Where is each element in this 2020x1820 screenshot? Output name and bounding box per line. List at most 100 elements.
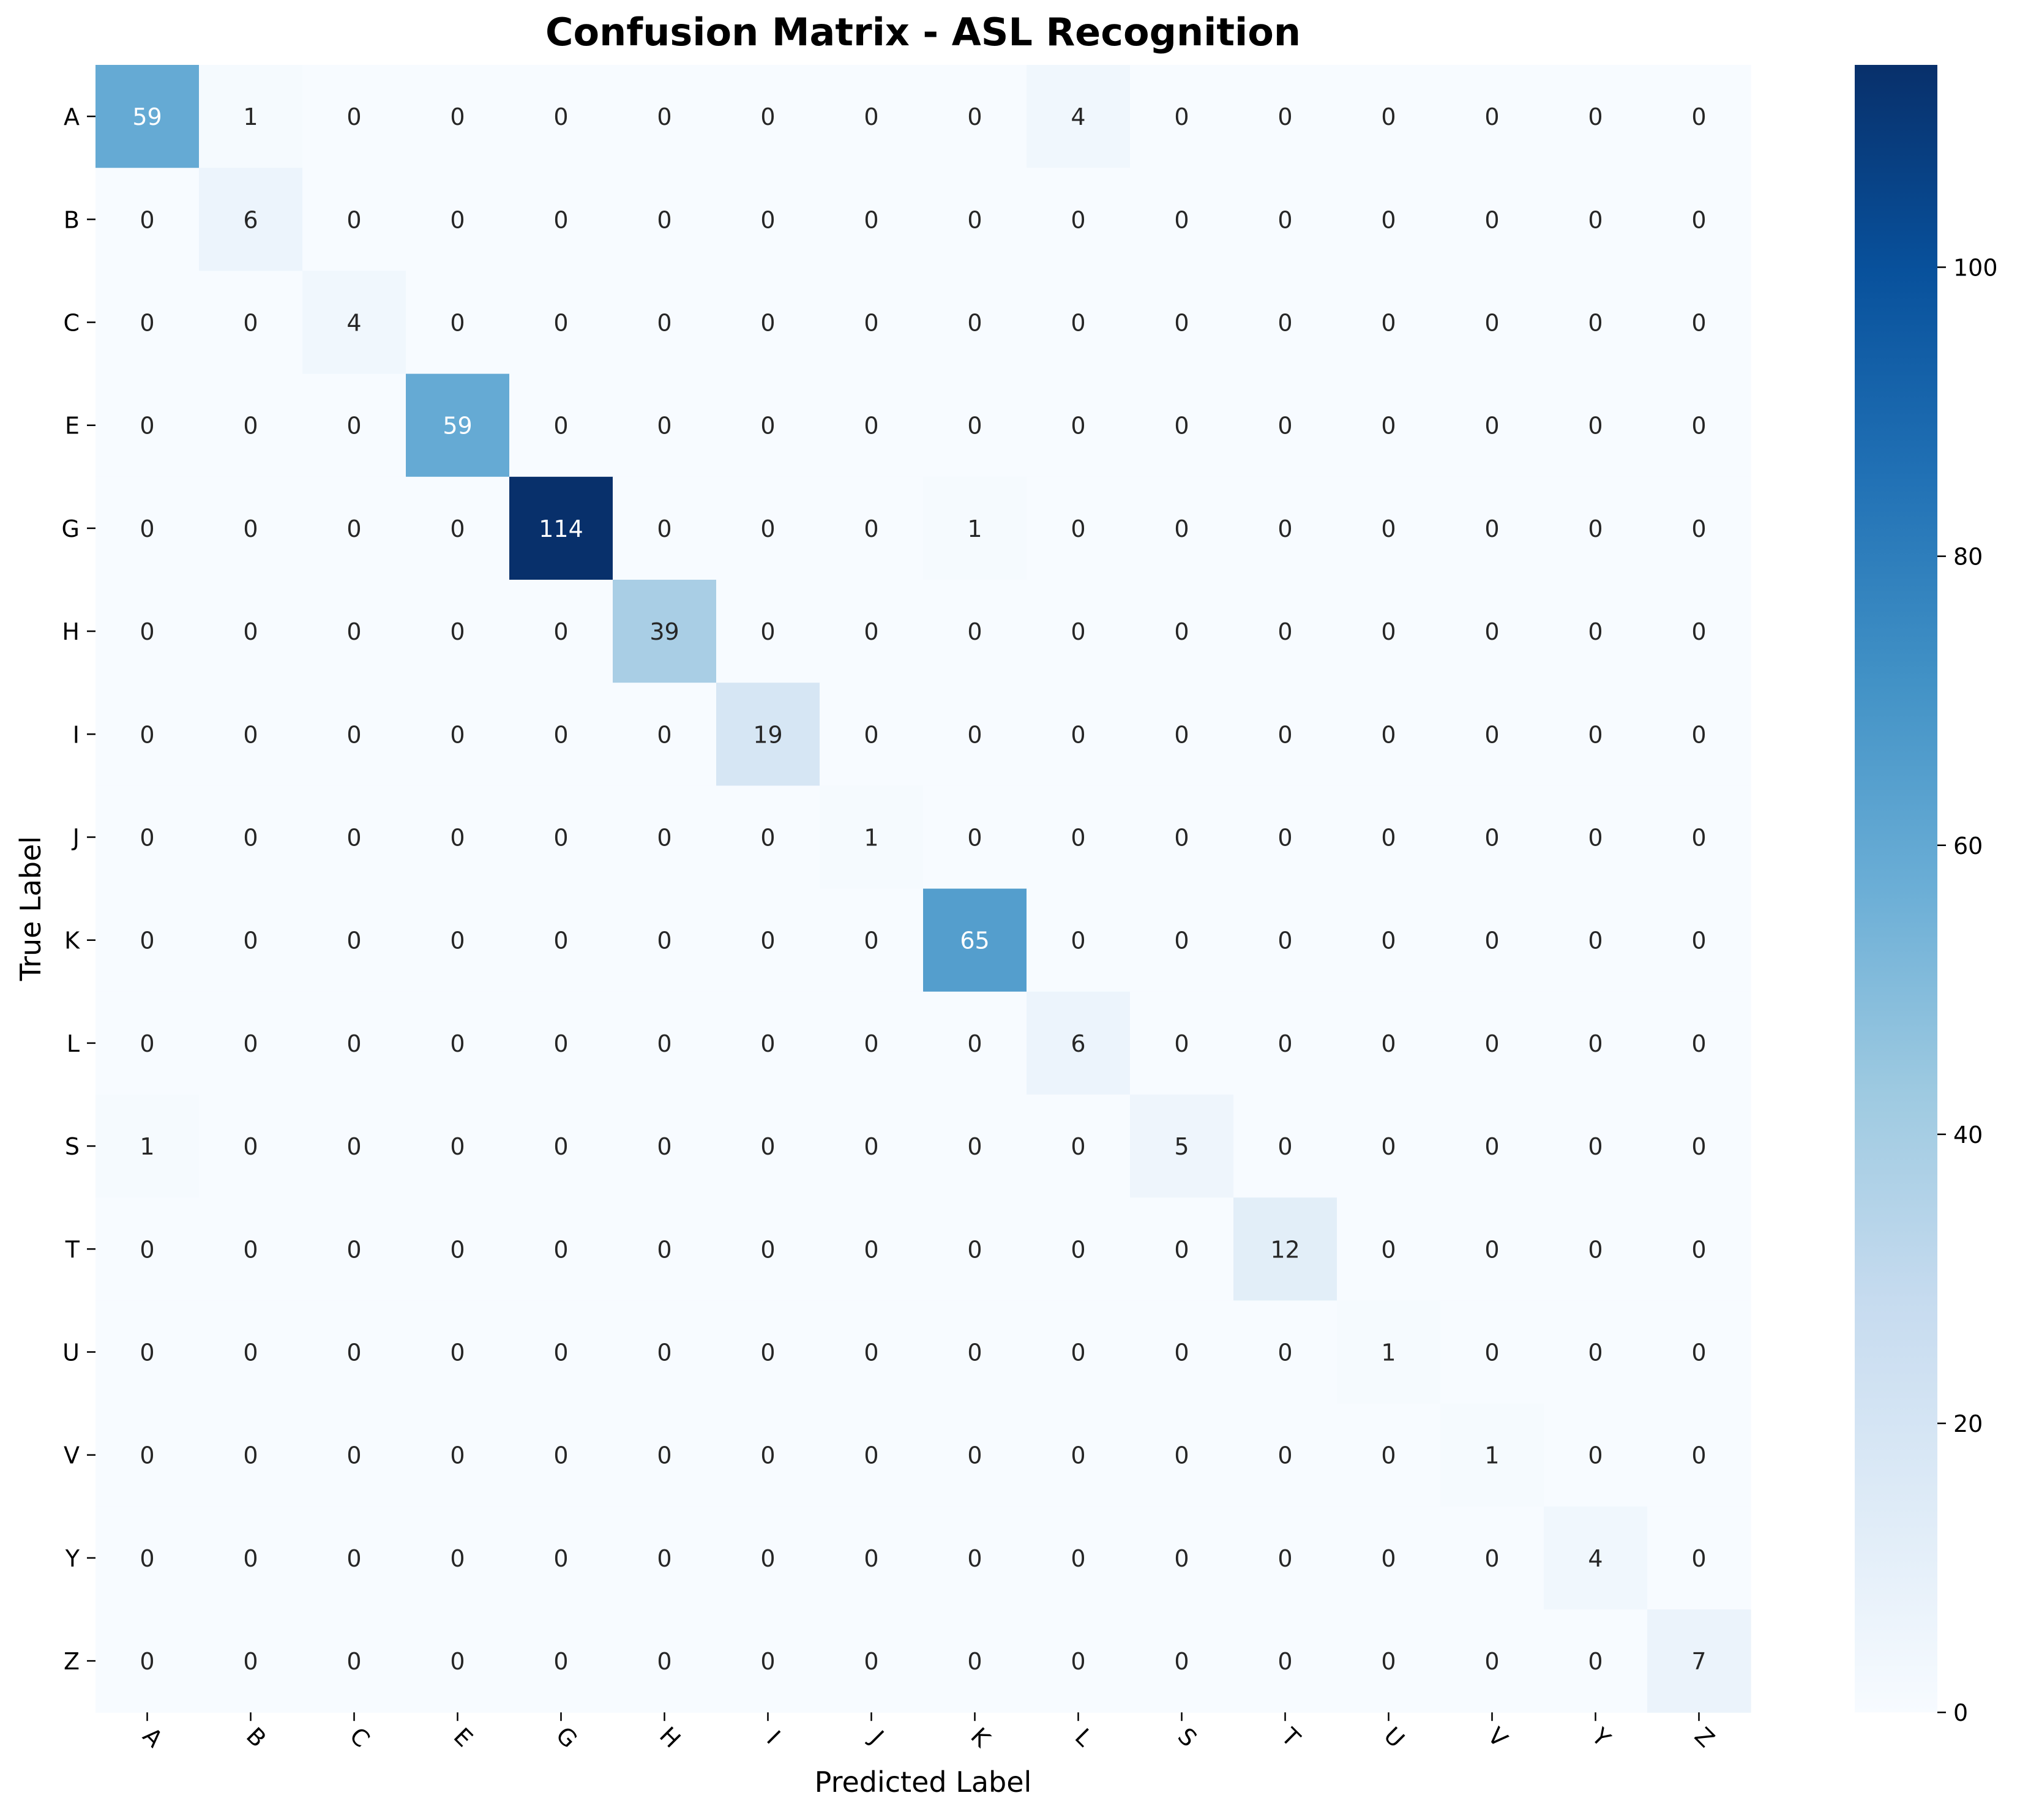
heatmap-cell-V-J (820, 1403, 924, 1507)
heatmap-cell-V-S (1130, 1403, 1234, 1507)
cell-value-L-T: 0 (1277, 1030, 1292, 1057)
cell-value-H-B: 0 (243, 618, 258, 645)
x-tick-label-L: L (1070, 1723, 1098, 1751)
x-tick-label-Y: Y (1586, 1723, 1616, 1753)
cell-value-U-C: 0 (346, 1339, 361, 1366)
heatmap-cell-C-L (1027, 271, 1131, 375)
x-tick-label-Z: Z (1689, 1722, 1720, 1753)
heatmap-cell-G-E (406, 476, 510, 580)
heatmap-cell-J-H (613, 785, 717, 889)
cell-value-L-K: 0 (967, 1030, 982, 1057)
cell-value-U-H: 0 (657, 1339, 671, 1366)
heatmap-cell-A-Z (1647, 65, 1751, 168)
cell-value-V-G: 0 (553, 1442, 568, 1469)
heatmap-cell-V-K (923, 1403, 1027, 1507)
cell-value-I-G: 0 (553, 721, 568, 748)
cell-value-V-A: 0 (140, 1442, 154, 1469)
heatmap-cell-S-V (1440, 1095, 1544, 1198)
cell-value-G-K: 1 (967, 515, 982, 542)
x-tick-label-E: E (449, 1723, 478, 1752)
heatmap-cell-T-V (1440, 1197, 1544, 1301)
y-tick-label-L: L (67, 1030, 80, 1057)
cell-value-G-I: 0 (760, 515, 775, 542)
heatmap-cell-Z-Z (1647, 1609, 1751, 1713)
colorbar-bar (1855, 65, 1937, 1713)
cell-value-U-A: 0 (140, 1339, 154, 1366)
heatmap-cell-T-K (923, 1197, 1027, 1301)
heatmap-cell-E-I (716, 373, 820, 477)
heatmap-cell-Y-J (820, 1506, 924, 1610)
cell-value-J-B: 0 (243, 825, 258, 852)
cell-value-H-V: 0 (1484, 618, 1499, 645)
heatmap-cell-E-B (199, 373, 303, 477)
cell-value-E-B: 0 (243, 413, 258, 440)
heatmap-cell-K-U (1337, 888, 1441, 992)
heatmap-cell-A-J (820, 65, 924, 168)
x-tick-label-K: K (965, 1723, 995, 1753)
heatmap-cell-Y-I (716, 1506, 820, 1610)
heatmap-cell-T-B (199, 1197, 303, 1301)
heatmap-cell-L-K (923, 991, 1027, 1095)
heatmap-cell-I-U (1337, 683, 1441, 786)
heatmap-cell-Y-G (509, 1506, 613, 1610)
cell-value-T-Z: 0 (1691, 1236, 1706, 1263)
heatmap-cell-K-B (199, 888, 303, 992)
cell-value-E-S: 0 (1174, 413, 1189, 440)
cell-value-I-V: 0 (1484, 721, 1499, 748)
heatmap-cell-E-K (923, 373, 1027, 477)
heatmap-cell-Z-B (199, 1609, 303, 1713)
heatmap-cell-K-E (406, 888, 510, 992)
cell-value-B-Y: 0 (1588, 206, 1603, 233)
heatmap-cell-B-B (199, 168, 303, 271)
heatmap-cell-S-A (95, 1095, 200, 1198)
cell-value-C-G: 0 (553, 310, 568, 337)
cell-value-G-T: 0 (1277, 515, 1292, 542)
cell-value-Y-S: 0 (1174, 1545, 1189, 1572)
cell-value-J-E: 0 (450, 825, 465, 852)
cell-value-Y-A: 0 (140, 1545, 154, 1572)
heatmap-cell-Z-K (923, 1609, 1027, 1713)
heatmap-cell-A-S (1130, 65, 1234, 168)
heatmap-cell-U-L (1027, 1300, 1131, 1404)
y-axis-label: True Label (14, 836, 47, 981)
heatmap-cell-I-E (406, 683, 510, 786)
heatmap-cell-A-L (1027, 65, 1131, 168)
heatmap-cell-J-J (820, 785, 924, 889)
cell-value-Z-H: 0 (657, 1648, 671, 1675)
cell-value-L-L: 6 (1071, 1030, 1085, 1057)
cell-value-U-L: 0 (1071, 1339, 1085, 1366)
cell-value-A-I: 0 (760, 103, 775, 130)
cell-value-T-B: 0 (243, 1236, 258, 1263)
cell-value-B-K: 0 (967, 206, 982, 233)
heatmap-cell-S-T (1233, 1095, 1337, 1198)
heatmap-cell-Y-T (1233, 1506, 1337, 1610)
cell-value-Y-T: 0 (1277, 1545, 1292, 1572)
heatmap-cell-U-A (95, 1300, 200, 1404)
cell-value-J-J: 1 (864, 825, 878, 852)
heatmap-cell-S-H (613, 1095, 717, 1198)
heatmap-cell-E-G (509, 373, 613, 477)
cell-value-E-L: 0 (1071, 413, 1085, 440)
cell-value-C-K: 0 (967, 310, 982, 337)
cell-value-I-Y: 0 (1588, 721, 1603, 748)
heatmap-cell-A-C (302, 65, 406, 168)
cell-value-A-Y: 0 (1588, 103, 1603, 130)
heatmap-cell-L-I (716, 991, 820, 1095)
heatmap-cell-S-Z (1647, 1095, 1751, 1198)
heatmap-cell-C-K (923, 271, 1027, 375)
heatmap-cell-H-G (509, 580, 613, 683)
cell-value-K-Z: 0 (1691, 927, 1706, 954)
y-tick-label-B: B (64, 206, 80, 233)
heatmap-cell-T-Z (1647, 1197, 1751, 1301)
heatmap-cell-H-K (923, 580, 1027, 683)
cell-value-E-Z: 0 (1691, 413, 1706, 440)
heatmap-cell-E-C (302, 373, 406, 477)
colorbar-tick-label-100: 100 (1953, 254, 1998, 281)
heatmap-cell-L-C (302, 991, 406, 1095)
heatmap-cell-H-I (716, 580, 820, 683)
cell-value-S-A: 1 (140, 1133, 154, 1160)
cell-value-B-L: 0 (1071, 206, 1085, 233)
cell-value-L-Z: 0 (1691, 1030, 1706, 1057)
cell-value-T-T: 12 (1270, 1236, 1300, 1263)
cell-value-E-G: 0 (553, 413, 568, 440)
